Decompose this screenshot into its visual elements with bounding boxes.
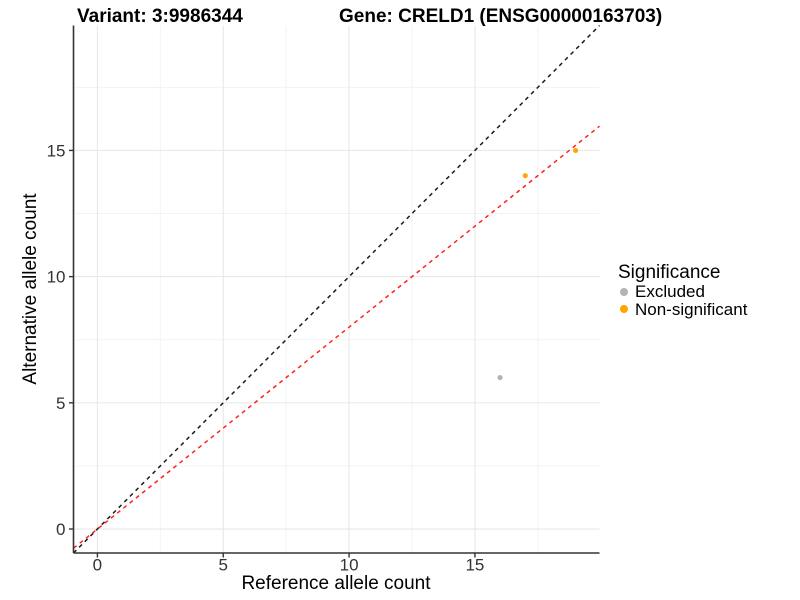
y-axis-title: Alternative allele count [20, 193, 41, 385]
x-axis-title: Reference allele count [241, 573, 431, 594]
x-tick-label: 10 [340, 556, 359, 575]
expected-line [73, 125, 600, 549]
legend-item-excluded: Excluded [618, 283, 747, 301]
data-point [572, 147, 579, 154]
y-tick-label: 15 [47, 141, 66, 160]
non-significant-dot-icon [620, 305, 628, 314]
legend: Significance Excluded Non-significant [618, 262, 747, 318]
y-tick-label: 10 [47, 268, 66, 287]
y-tick-label: 5 [56, 394, 65, 413]
x-tick-label: 0 [93, 556, 102, 575]
data-point [497, 374, 503, 381]
identity-line [72, 24, 601, 554]
legend-item-non-significant: Non-significant [618, 299, 748, 319]
legend-item-label: Excluded [635, 282, 705, 301]
data-point [522, 173, 528, 179]
x-tick-label: 15 [465, 556, 484, 575]
variant-title: Variant: 3:9986344 [77, 6, 243, 27]
gene-title: Gene: CRELD1 (ENSG00000163703) [339, 6, 663, 27]
legend-item-label: Non-significant [635, 299, 748, 319]
y-tick-label: 0 [56, 520, 65, 539]
legend-title: Significance [618, 262, 721, 283]
excluded-dot-icon [620, 287, 628, 296]
x-tick-label: 5 [219, 556, 228, 575]
